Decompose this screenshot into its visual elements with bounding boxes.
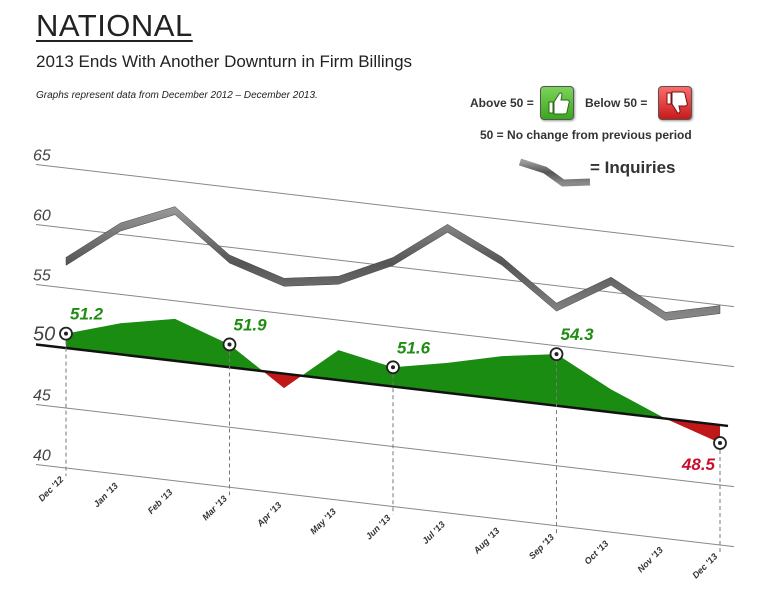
data-range-note: Graphs represent data from December 2012… [36, 90, 318, 101]
baseline-50-line [35, 343, 729, 428]
x-tick-label: Dec '12 [36, 474, 65, 503]
y-tick-label: 60 [33, 207, 51, 224]
x-tick-label: Sep '13 [527, 532, 556, 561]
billings-area-segment [665, 418, 720, 443]
data-label: 54.3 [561, 325, 595, 344]
y-tick-label: 65 [33, 147, 51, 164]
billings-area-segment [393, 362, 448, 393]
legend-below-label: Below 50 = [585, 96, 648, 110]
y-tick-label: 40 [33, 447, 51, 464]
billings-area-segment [284, 373, 302, 389]
x-tick-label: May '13 [308, 506, 338, 536]
billings-area-segment [262, 371, 284, 389]
y-tick-label: 45 [33, 387, 51, 404]
grid-line [35, 463, 735, 548]
billings-area-segment [301, 350, 339, 381]
x-tick-label: Jun '13 [364, 513, 393, 542]
y-tick-label: 55 [33, 267, 51, 284]
page-subtitle: 2013 Ends With Another Downturn in Firm … [36, 52, 413, 71]
billings-area-segment [338, 350, 393, 387]
x-tick-label: Oct '13 [582, 539, 610, 567]
data-point-dot [64, 331, 68, 336]
x-tick-label: Jul '13 [420, 519, 447, 546]
page-title: NATIONAL [36, 8, 193, 43]
billings-area-segment [502, 354, 557, 406]
billings-area-segment [611, 389, 666, 419]
billings-area-segment [447, 356, 502, 400]
x-tick-label: Jan '13 [92, 481, 120, 509]
x-tick-label: Dec '13 [690, 551, 719, 580]
data-point-dot [391, 365, 395, 370]
x-tick-label: Nov '13 [635, 545, 664, 574]
x-tick-label: Aug '13 [471, 526, 502, 557]
thumbs-up-icon [540, 86, 574, 120]
grid-line [35, 163, 735, 248]
billings-area-segment [66, 323, 121, 355]
legend-above-label: Above 50 = [470, 96, 534, 110]
data-label: 51.2 [70, 305, 104, 324]
y-tick-label: 50 [33, 323, 55, 345]
billings-area-segment [229, 344, 263, 372]
x-tick-label: Feb '13 [146, 487, 175, 516]
data-label: 51.9 [234, 315, 268, 334]
legend-inquiries-label: = Inquiries [590, 158, 676, 177]
billings-area-segment [120, 318, 175, 361]
legend-key-note: 50 = No change from previous period [480, 128, 692, 142]
x-tick-label: Apr '13 [254, 500, 283, 529]
data-label: 51.6 [397, 338, 431, 357]
grid-line [35, 283, 735, 368]
inquiries-series-line [65, 206, 721, 321]
inquiries-legend-swatch [518, 158, 591, 187]
thumbs-down-icon [658, 86, 692, 120]
data-point-dot [554, 352, 559, 357]
grid-line [35, 403, 735, 488]
data-point-dot [227, 342, 232, 347]
billings-area-segment [556, 354, 611, 413]
data-point-dot [718, 441, 722, 445]
data-label: 48.5 [681, 455, 716, 474]
billings-area-segment [175, 318, 230, 368]
x-tick-label: Mar '13 [200, 494, 229, 523]
